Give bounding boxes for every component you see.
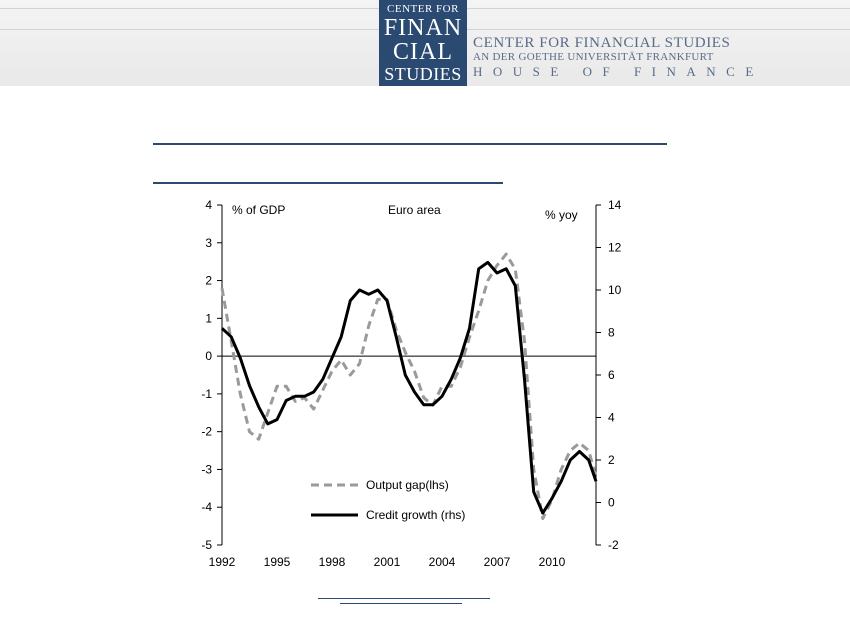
logo-line-1: CENTER FOR — [387, 3, 459, 15]
right-tick-label: 10 — [608, 283, 622, 297]
left-axis-label: % of GDP — [232, 203, 285, 217]
logo-line-2: FINAN — [383, 15, 463, 41]
right-axis-label: % yoy — [545, 208, 578, 222]
x-tick-label: 2010 — [539, 555, 566, 569]
right-tick-label: 4 — [608, 411, 615, 425]
left-tick-label: -3 — [201, 462, 212, 476]
right-tick-label: -2 — [608, 538, 619, 552]
left-tick-label: 2 — [205, 274, 212, 288]
series-line-output-gap — [220, 252, 598, 521]
left-tick-label: -5 — [201, 538, 212, 552]
x-tick-label: 1992 — [209, 555, 236, 569]
org-name: CENTER FOR FINANCIAL STUDIES — [473, 35, 731, 51]
org-subtitle: AN DER GOETHE UNIVERSITÄT FRANKFURT — [473, 51, 714, 63]
chart-title: Euro area — [388, 203, 441, 217]
footer-rule-bottom — [340, 603, 462, 604]
cfs-logo: CENTER FOR FINAN CIAL STUDIES — [379, 0, 467, 86]
title-rule-bottom — [153, 182, 503, 184]
x-tick-label: 2001 — [374, 555, 401, 569]
x-tick-label: 2004 — [429, 555, 456, 569]
right-tick-label: 12 — [608, 241, 622, 255]
org-house: HOUSE OF FINANCE — [473, 64, 764, 79]
right-tick-label: 2 — [608, 453, 615, 467]
x-tick-label: 1998 — [319, 555, 346, 569]
right-tick-label: 8 — [608, 326, 615, 340]
left-tick-label: -2 — [201, 425, 212, 439]
logo-line-3: CIAL — [393, 39, 453, 65]
legend-label-credit-growth: Credit growth (rhs) — [366, 508, 465, 522]
right-tick-label: 6 — [608, 368, 615, 382]
left-tick-label: 0 — [205, 349, 212, 363]
right-tick-label: 0 — [608, 496, 615, 510]
series-line-credit-growth — [220, 260, 598, 515]
legend: Output gap(lhs) Credit growth (rhs) — [311, 478, 465, 522]
x-tick-label: 1995 — [264, 555, 291, 569]
title-rule-top — [153, 143, 667, 145]
logo-line-4: STUDIES — [384, 64, 462, 84]
footer-rule-top — [318, 598, 490, 599]
right-tick-label: 14 — [608, 198, 622, 212]
left-tick-label: -1 — [201, 387, 212, 401]
x-tick-label: 2007 — [484, 555, 511, 569]
org-name-block: CENTER FOR FINANCIAL STUDIES AN DER GOET… — [473, 36, 764, 80]
left-tick-label: 4 — [205, 198, 212, 212]
legend-label-output-gap: Output gap(lhs) — [366, 478, 449, 492]
left-tick-label: -4 — [201, 500, 212, 514]
left-tick-label: 3 — [205, 236, 212, 250]
left-tick-label: 1 — [205, 311, 212, 325]
